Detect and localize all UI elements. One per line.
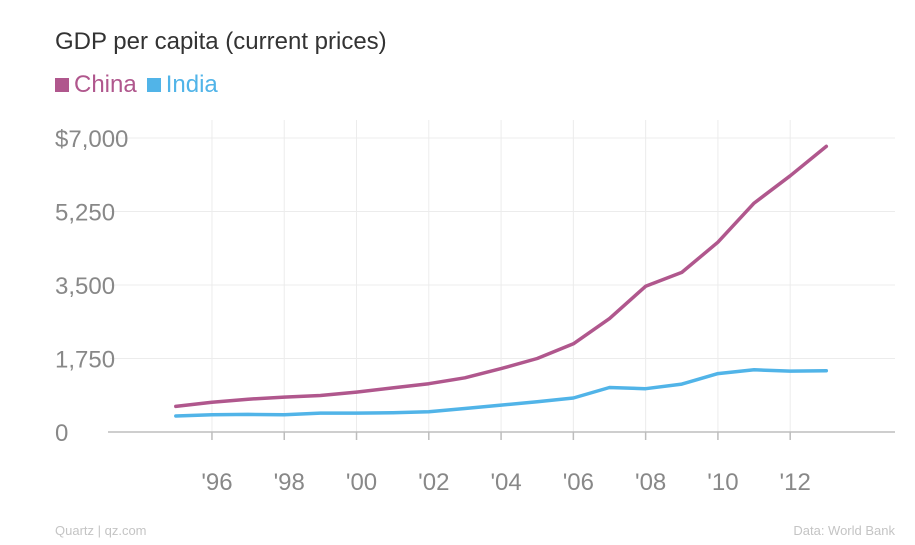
x-tick-label: '10	[707, 469, 738, 496]
chart-title: GDP per capita (current prices)	[55, 28, 387, 55]
legend-item-india: India	[146, 71, 218, 99]
x-tick-label: '96	[201, 469, 232, 496]
y-tick-label: 1,750	[55, 347, 115, 374]
legend: China India	[55, 70, 228, 100]
legend-item-china: China	[55, 71, 137, 99]
tick-labels: 0 1,750 3,500 5,250 $7,000 '96 '98 '00 '02 '04 '06…	[55, 126, 811, 496]
series-line-india	[174, 368, 829, 418]
source-credit: Quartz | qz.com	[55, 523, 147, 538]
legend-swatch-china	[55, 78, 69, 92]
series-line-china	[174, 144, 829, 409]
gridlines	[110, 120, 895, 432]
x-tick-label: '98	[274, 469, 305, 496]
x-tick-label: '06	[563, 469, 594, 496]
data-source: Data: World Bank	[793, 523, 895, 538]
series-lines	[174, 144, 829, 418]
y-tick-label: 5,250	[55, 200, 115, 227]
legend-label-china: China	[74, 71, 137, 98]
legend-label-india: India	[165, 71, 218, 98]
x-tick-label: '04	[490, 469, 521, 496]
axes	[108, 431, 895, 440]
x-tick-label: '02	[418, 469, 449, 496]
y-tick-label: 0	[55, 420, 68, 447]
x-tick-label: '12	[780, 469, 811, 496]
y-tick-label: 3,500	[55, 273, 115, 300]
x-tick-label: '00	[346, 469, 377, 496]
legend-swatch-india	[146, 78, 161, 92]
y-tick-label: $7,000	[55, 126, 128, 153]
x-tick-label: '08	[635, 469, 666, 496]
